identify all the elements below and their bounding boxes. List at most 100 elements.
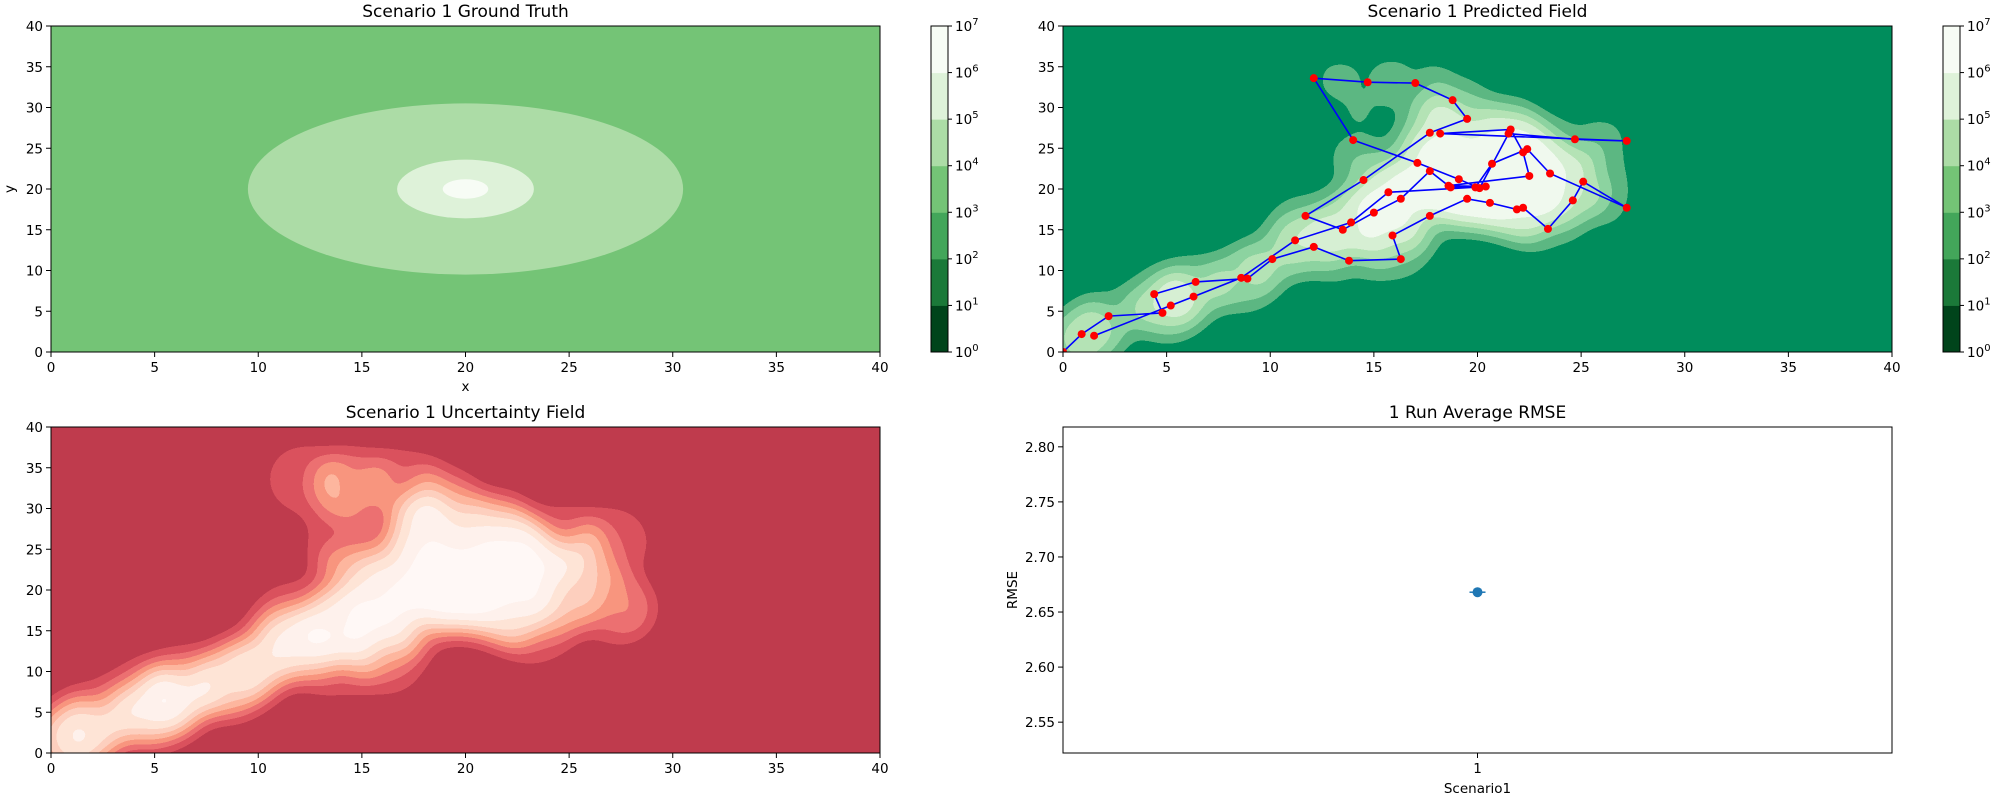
sample-point xyxy=(1338,225,1347,234)
sample-point xyxy=(1063,348,1067,352)
rmse-marks xyxy=(1469,587,1486,598)
colorbar-b-tick-label: 106 xyxy=(1967,64,1991,82)
predicted-xtick-label: 35 xyxy=(1780,360,1797,376)
uncertainty-ytick-label: 20 xyxy=(26,583,43,599)
sample-point xyxy=(1444,181,1453,190)
uncertainty-extra-blob xyxy=(228,641,289,702)
predicted-title: Scenario 1 Predicted Field xyxy=(1368,2,1588,22)
colorbar-a-tick-label: 106 xyxy=(955,64,979,82)
uncertainty-panel: Scenario 1 Uncertainty Field 0 5 10 15 20 25 3… xyxy=(26,403,889,777)
uncertainty-ytick-label: 30 xyxy=(26,502,43,518)
ground-truth-xtick-label: 25 xyxy=(561,360,578,376)
predicted-xtick-label: 40 xyxy=(1883,360,1900,376)
predicted-ytick-label: 25 xyxy=(1038,141,1055,157)
uncertainty-title: Scenario 1 Uncertainty Field xyxy=(346,403,586,423)
rmse-xtick-label: 1 xyxy=(1473,761,1482,777)
ground-truth-axes: 0 5 10 15 20 25 30 35 40 0 5 10 15 20 25 30 35 40 xyxy=(26,19,889,376)
uncertainty-xtick-label: 20 xyxy=(457,761,474,777)
sample-point xyxy=(1413,158,1422,167)
sample-point xyxy=(1309,74,1318,83)
sample-point xyxy=(1622,136,1631,145)
predicted-xtick-label: 15 xyxy=(1365,360,1382,376)
predicted-ytick-label: 0 xyxy=(1046,345,1055,361)
uncertainty-axes: 0 5 10 15 20 25 30 35 40 0 5 10 15 20 25 30 35 40 xyxy=(26,420,889,777)
ground-truth-ytick-label: 0 xyxy=(34,345,43,361)
sample-path xyxy=(1063,74,1631,352)
colorbar-a-tick-label: 103 xyxy=(955,203,979,221)
sample-point xyxy=(1463,114,1472,123)
rmse-ylabel: RMSE xyxy=(1005,571,1021,609)
predicted-ytick-label: 20 xyxy=(1038,182,1055,198)
sample-point xyxy=(1475,184,1484,193)
sample-point xyxy=(1425,128,1434,137)
ground-truth-contour-3 xyxy=(442,179,489,199)
uncertainty-xtick-label: 25 xyxy=(561,761,578,777)
uncertainty-extra-blob xyxy=(559,527,620,588)
rmse-title: 1 Run Average RMSE xyxy=(1389,403,1566,423)
sample-point xyxy=(1077,330,1086,339)
colorbar-b-band-2 xyxy=(1943,212,1960,260)
ground-truth-contours xyxy=(247,103,684,275)
ground-truth-ytick-label: 20 xyxy=(26,182,43,198)
colorbar-a-tick-label: 102 xyxy=(955,250,979,268)
sample-point xyxy=(1512,205,1521,214)
predicted-ytick-label: 35 xyxy=(1038,60,1055,76)
colorbar-a-band-6 xyxy=(931,26,948,74)
colorbar-b-tick-label: 107 xyxy=(1967,17,1991,35)
uncertainty-xtick-label: 0 xyxy=(47,761,56,777)
colorbar-b-tick-label: 100 xyxy=(1967,343,1991,361)
colorbar-a-band-1 xyxy=(931,258,948,306)
rmse-point xyxy=(1472,587,1483,598)
colorbar-b-tick-label: 104 xyxy=(1967,157,1991,175)
uncertainty-extra-blob xyxy=(269,608,330,669)
colorbar-a-band-5 xyxy=(931,72,948,120)
colorbar-a-band-0 xyxy=(931,305,948,353)
sample-point xyxy=(1448,96,1457,105)
uncertainty-ytick-label: 25 xyxy=(26,542,43,558)
predicted-panel: Scenario 1 Predicted Field 0 5 10 15 20 25 30 3… xyxy=(1038,2,1901,376)
uncertainty-xtick-label: 5 xyxy=(150,761,159,777)
uncertainty-xtick-label: 35 xyxy=(768,761,785,777)
sample-point xyxy=(1488,159,1497,168)
colorbar-b-band-1 xyxy=(1943,258,1960,306)
predicted-xtick-label: 30 xyxy=(1676,360,1693,376)
colorbar-b-tick-label: 101 xyxy=(1967,296,1991,314)
sample-point xyxy=(1396,255,1405,264)
predicted-xtick-label: 10 xyxy=(1262,360,1279,376)
predicted-xtick-label: 5 xyxy=(1162,360,1171,376)
uncertainty-xtick-label: 15 xyxy=(353,761,370,777)
sample-point xyxy=(1485,198,1494,207)
ground-truth-colorbar: 100 101 102 103 104 105 106 107 xyxy=(930,17,979,361)
sample-point xyxy=(1411,79,1420,88)
rmse-ytick-label: 2.65 xyxy=(1025,605,1055,621)
rmse-ytick-label: 2.70 xyxy=(1025,550,1055,566)
sample-point xyxy=(1568,196,1577,205)
sample-point xyxy=(1543,224,1552,233)
sample-point xyxy=(1525,171,1534,180)
sample-point xyxy=(1347,218,1356,227)
rmse-ytick-label: 2.60 xyxy=(1025,660,1055,676)
sample-point xyxy=(1463,194,1472,203)
colorbar-b-band-5 xyxy=(1943,72,1960,120)
sample-point xyxy=(1622,203,1631,212)
sample-path-line xyxy=(1063,77,1628,352)
ground-truth-ytick-label: 10 xyxy=(26,264,43,280)
ground-truth-xtick-label: 35 xyxy=(768,360,785,376)
sample-point xyxy=(1345,256,1354,265)
colorbar-a-tick-label: 107 xyxy=(955,17,979,35)
ground-truth-ytick-label: 35 xyxy=(26,60,43,76)
colorbar-a-tick-label: 105 xyxy=(955,110,979,128)
colorbar-a-band-2 xyxy=(931,212,948,260)
uncertainty-ytick-label: 15 xyxy=(26,624,43,640)
sample-point xyxy=(1579,177,1588,186)
ground-truth-ylabel: y xyxy=(2,185,18,193)
ground-truth-ytick-label: 25 xyxy=(26,141,43,157)
rmse-ytick-label: 2.80 xyxy=(1025,440,1055,456)
uncertainty-extra-blob xyxy=(518,527,579,588)
uncertainty-ytick-label: 5 xyxy=(34,705,43,721)
uncertainty-ytick-label: 35 xyxy=(26,461,43,477)
rmse-ytick-label: 2.55 xyxy=(1025,715,1055,731)
sample-point xyxy=(1506,125,1515,134)
colorbar-a-band-3 xyxy=(931,165,948,213)
sample-point xyxy=(1546,169,1555,178)
